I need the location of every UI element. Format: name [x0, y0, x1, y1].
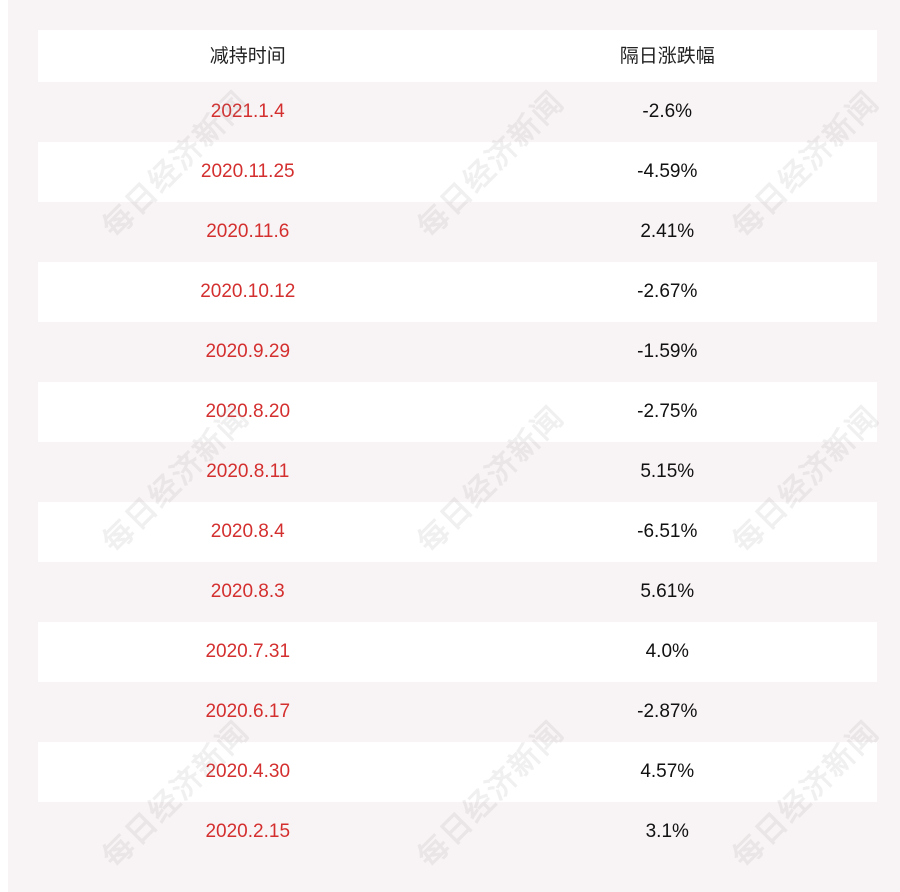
header-reduction-date: 减持时间 [209, 45, 286, 67]
reduction-date-cell: 2020.9.29 [205, 341, 291, 362]
table-body: 2021.1.4 -2.6% 2020.11.25 -4.59% 2020.11.6 2.… [38, 82, 877, 862]
table-row: 2020.6.17 -2.87% [38, 682, 877, 742]
reduction-date-cell: 2021.1.4 [210, 101, 285, 122]
next-day-change-cell: 2.41% [640, 221, 695, 242]
reduction-date-cell: 2020.6.17 [205, 701, 291, 722]
table-row: 2020.11.25 -4.59% [38, 142, 877, 202]
table-row: 2020.4.30 4.57% [38, 742, 877, 802]
reduction-date-cell: 2020.8.4 [210, 521, 285, 542]
table-row: 2020.8.11 5.15% [38, 442, 877, 502]
reduction-date-cell: 2020.8.20 [205, 401, 291, 422]
table-row: 2020.11.6 2.41% [38, 202, 877, 262]
reduction-date-cell: 2020.8.11 [206, 461, 290, 482]
next-day-change-cell: 4.0% [645, 641, 689, 662]
reduction-date-cell: 2020.10.12 [200, 281, 296, 302]
table-row: 2020.8.20 -2.75% [38, 382, 877, 442]
next-day-change-cell: -2.87% [637, 701, 698, 722]
next-day-change-cell: 3.1% [645, 821, 689, 842]
next-day-change-cell: -6.51% [637, 521, 698, 542]
next-day-change-cell: 4.57% [640, 761, 695, 782]
reduction-date-cell: 2020.11.6 [206, 221, 290, 242]
table-header: 减持时间 隔日涨跌幅 [38, 30, 877, 82]
next-day-change-cell: -4.59% [637, 161, 698, 182]
header-next-day-change: 隔日涨跌幅 [619, 45, 715, 67]
table-row: 2020.2.15 3.1% [38, 802, 877, 862]
reduction-date-cell: 2020.7.31 [205, 641, 291, 662]
next-day-change-cell: -2.6% [642, 101, 693, 122]
next-day-change-cell: 5.61% [640, 581, 695, 602]
table-row: 2020.7.31 4.0% [38, 622, 877, 682]
table-row: 2020.10.12 -2.67% [38, 262, 877, 322]
reduction-date-cell: 2020.11.25 [200, 161, 295, 182]
table-row: 2021.1.4 -2.6% [38, 82, 877, 142]
next-day-change-cell: -1.59% [637, 341, 698, 362]
table-panel: 减持时间 隔日涨跌幅 2021.1.4 -2.6% 2020.11.25 -4.59%… [8, 0, 900, 892]
table-row: 2020.8.4 -6.51% [38, 502, 877, 562]
reduction-date-cell: 2020.4.30 [205, 761, 291, 782]
next-day-change-cell: -2.75% [637, 401, 698, 422]
reduction-date-cell: 2020.2.15 [205, 821, 291, 842]
next-day-change-cell: 5.15% [640, 461, 695, 482]
next-day-change-cell: -2.67% [637, 281, 698, 302]
share-reduction-table: 减持时间 隔日涨跌幅 2021.1.4 -2.6% 2020.11.25 -4.59%… [38, 30, 877, 862]
reduction-date-cell: 2020.8.3 [210, 581, 285, 602]
table-row: 2020.8.3 5.61% [38, 562, 877, 622]
table-row: 2020.9.29 -1.59% [38, 322, 877, 382]
